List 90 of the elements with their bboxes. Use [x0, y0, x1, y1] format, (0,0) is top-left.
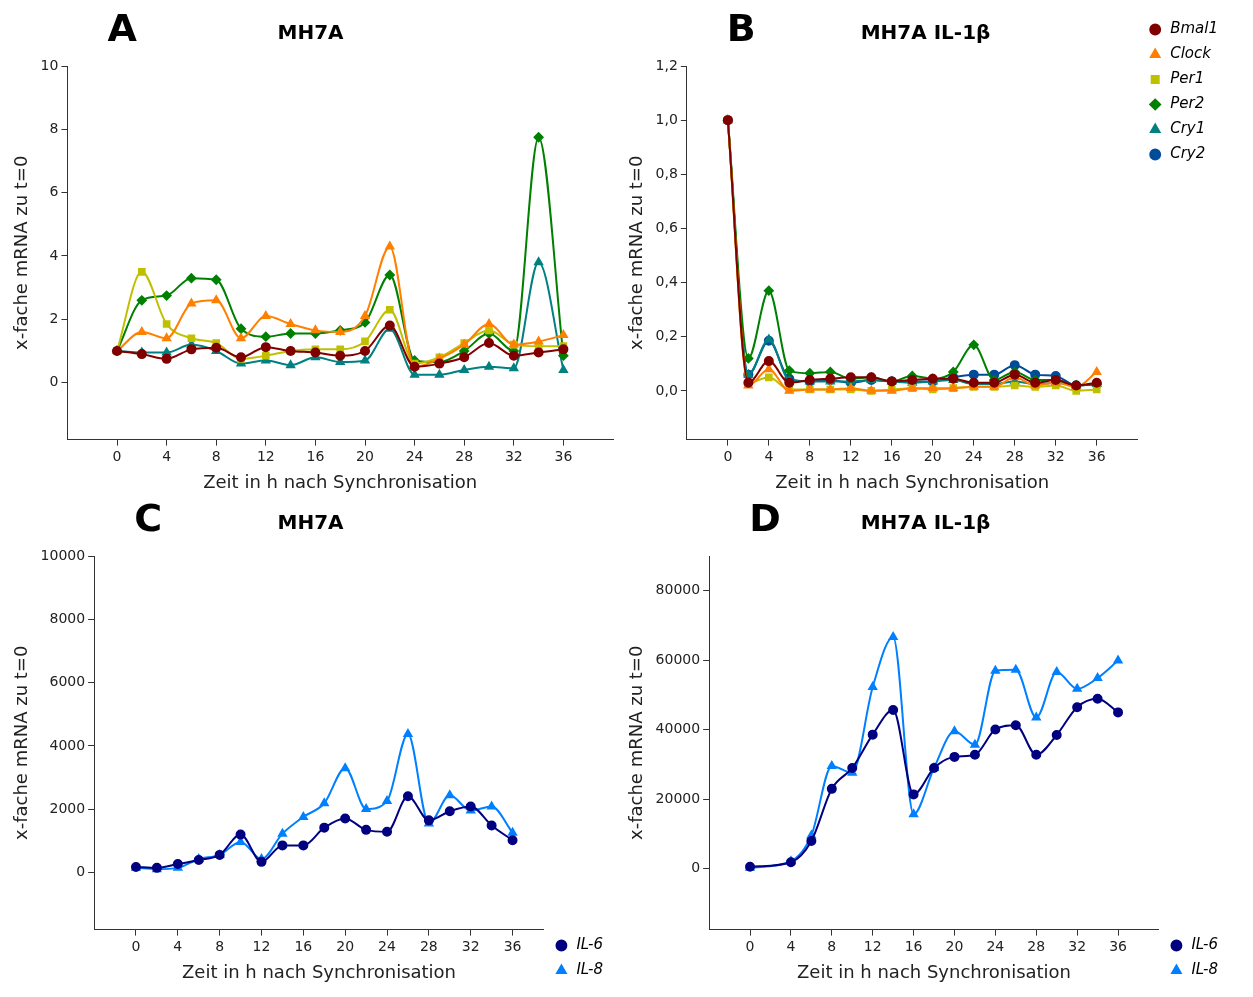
x-tick-label: 16: [882, 447, 901, 464]
y-tick-label: 4000: [49, 736, 86, 753]
x-tick-label: 32: [461, 937, 480, 954]
y-tick-label: 1,2: [655, 56, 678, 73]
text: D: [749, 495, 781, 540]
y-tick-label: 60000: [655, 650, 701, 667]
text: A: [107, 5, 138, 50]
x-tick-label: 12: [252, 937, 271, 954]
x-tick-label: 20: [356, 447, 374, 464]
x-tick-label: 0: [112, 447, 122, 464]
x-tick-label: 28: [1005, 447, 1024, 464]
x-tick-label: 36: [1087, 447, 1106, 464]
chart-title: MH7A IL-1β: [860, 20, 991, 45]
y-tick-label: 0,8: [655, 164, 678, 181]
x-tick-label: 4: [786, 937, 796, 954]
text: C: [134, 495, 163, 540]
legend-label: Cry1: [1170, 119, 1206, 138]
y-tick-label: 0: [76, 863, 86, 880]
x-tick-label: 20: [945, 937, 964, 954]
y-tick-label: 0,6: [655, 219, 678, 236]
x-tick-label: 4: [162, 447, 172, 464]
x-tick-label: 20: [923, 447, 942, 464]
x-tick-label: 8: [211, 447, 221, 464]
x-tick-label: 28: [419, 937, 438, 954]
y-tick-label: 0: [49, 373, 59, 390]
legend-label: Cry2: [1170, 144, 1206, 163]
y-tick-label: 8000: [49, 609, 86, 626]
y-tick-label: 80000: [655, 581, 701, 598]
y-axis-title: x-fache mRNA zu t=0: [625, 645, 647, 840]
x-tick-label: 12: [256, 447, 275, 464]
x-tick-label: 28: [455, 447, 474, 464]
x-tick-label: 24: [964, 447, 983, 464]
x-tick-label: 0: [131, 937, 141, 954]
y-axis-title: x-fache mRNA zu t=0: [10, 155, 32, 350]
y-tick-label: 0: [691, 859, 701, 876]
y-tick-label: 20000: [655, 789, 701, 806]
x-tick-label: 0: [745, 937, 755, 954]
x-axis-title: Zeit in h nach Synchronisation: [775, 470, 1050, 492]
legend-label: Clock: [1170, 44, 1213, 63]
x-axis-title: Zeit in h nach Synchronisation: [182, 960, 457, 982]
x-tick-label: 8: [827, 937, 837, 954]
x-tick-label: 24: [405, 447, 424, 464]
x-tick-label: 12: [863, 937, 882, 954]
x-tick-label: 4: [764, 447, 774, 464]
x-tick-label: 8: [805, 447, 815, 464]
x-tick-label: 28: [1027, 937, 1046, 954]
x-tick-label: 24: [986, 937, 1005, 954]
x-tick-label: 4: [173, 937, 183, 954]
y-tick-label: 8: [49, 119, 59, 136]
legend-label: Per2: [1170, 94, 1205, 113]
x-tick-label: 16: [294, 937, 313, 954]
x-tick-label: 16: [306, 447, 325, 464]
x-axis-title: Zeit in h nach Synchronisation: [203, 470, 478, 492]
text: B: [726, 5, 756, 50]
chart-title: MH7A IL-1β: [860, 510, 991, 535]
legend-label: Bmal1: [1170, 19, 1219, 38]
y-tick-label: 6000: [49, 673, 86, 690]
y-axis-title: x-fache mRNA zu t=0: [10, 645, 32, 840]
y-tick-label: 2: [49, 309, 59, 326]
legend-label: Per1: [1170, 69, 1205, 88]
x-tick-label: 36: [1109, 937, 1128, 954]
y-tick-label: 10: [40, 56, 59, 73]
y-tick-label: 0,0: [655, 381, 678, 398]
x-tick-label: 24: [378, 937, 397, 954]
x-tick-label: 8: [215, 937, 225, 954]
x-tick-label: 32: [504, 447, 523, 464]
y-tick-label: 1,0: [655, 110, 678, 127]
x-tick-label: 16: [904, 937, 923, 954]
x-tick-label: 32: [1068, 937, 1087, 954]
y-tick-label: 0,4: [655, 273, 678, 290]
y-tick-label: 10000: [40, 546, 86, 563]
legend-label: IL-8: [1191, 960, 1219, 979]
y-axis-title: x-fache mRNA zu t=0: [625, 155, 647, 350]
x-tick-label: 12: [841, 447, 860, 464]
x-tick-label: 36: [503, 937, 522, 954]
x-tick-label: 0: [723, 447, 733, 464]
y-tick-label: 40000: [655, 720, 701, 737]
y-tick-label: 6: [49, 183, 59, 200]
chart-title: MH7A: [277, 20, 345, 45]
y-tick-label: 2000: [49, 799, 86, 816]
y-tick-label: 4: [49, 246, 59, 263]
legend-label: IL-6: [1191, 935, 1219, 954]
x-tick-label: 20: [336, 937, 355, 954]
chart-title: MH7A: [277, 510, 345, 535]
legend-label: IL-6: [576, 935, 604, 954]
y-tick-label: 0,2: [655, 327, 678, 344]
x-tick-label: 36: [554, 447, 573, 464]
x-tick-label: 32: [1046, 447, 1065, 464]
x-axis-title: Zeit in h nach Synchronisation: [797, 960, 1072, 982]
legend-label: IL-8: [576, 960, 604, 979]
